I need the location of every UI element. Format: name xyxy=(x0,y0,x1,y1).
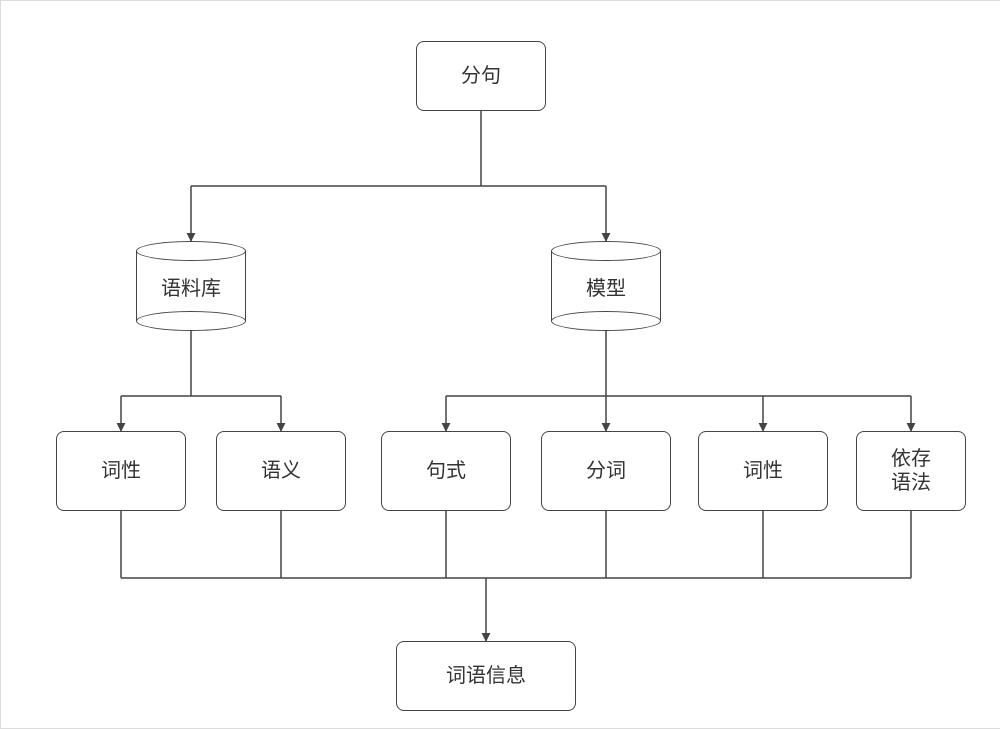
node-pos1: 词性 xyxy=(56,431,186,511)
node-label: 模型 xyxy=(586,272,626,301)
node-model: 模型 xyxy=(551,241,661,331)
flowchart-canvas: 分句语料库 模型词性 语义 句式 分词 词性 依存 语法词语信息 xyxy=(0,0,1000,729)
node-label: 词性 xyxy=(101,459,141,483)
node-label: 分句 xyxy=(461,64,501,88)
node-label: 句式 xyxy=(426,459,466,483)
node-out: 词语信息 xyxy=(396,641,576,711)
node-seg: 分词 xyxy=(541,431,671,511)
node-label: 依存 语法 xyxy=(891,447,931,495)
node-label: 语义 xyxy=(261,459,301,483)
node-label: 语料库 xyxy=(161,272,221,301)
node-syn: 句式 xyxy=(381,431,511,511)
node-sem: 语义 xyxy=(216,431,346,511)
node-dep: 依存 语法 xyxy=(856,431,966,511)
node-label: 词语信息 xyxy=(446,664,526,688)
node-corpus: 语料库 xyxy=(136,241,246,331)
node-root: 分句 xyxy=(416,41,546,111)
node-pos2: 词性 xyxy=(698,431,828,511)
node-label: 分词 xyxy=(586,459,626,483)
node-label: 词性 xyxy=(743,459,783,483)
